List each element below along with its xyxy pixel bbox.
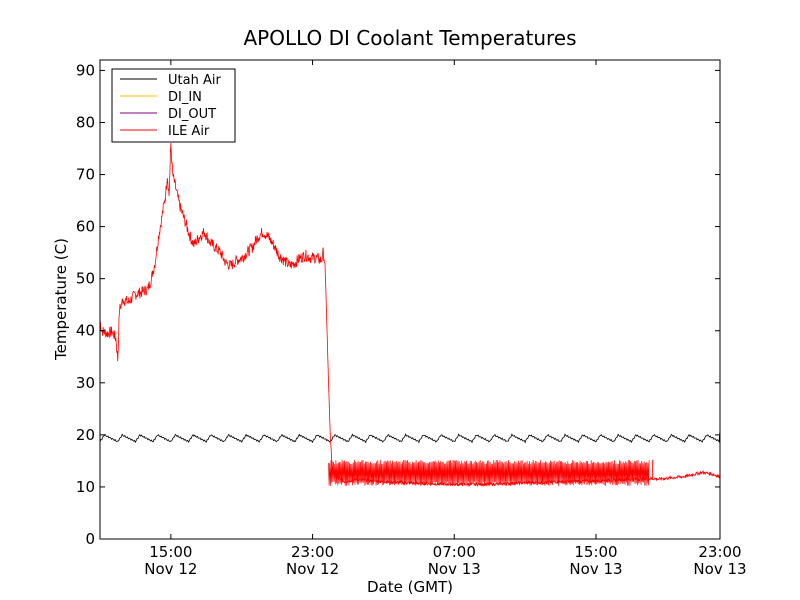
y-tick-label: 90 [76, 61, 95, 79]
legend: Utah Air DI_IN DI_OUT ILE Air [111, 68, 236, 143]
y-tick-label: 30 [76, 374, 95, 392]
legend-label-utah-air: Utah Air [168, 73, 221, 88]
x-tick-label-date: Nov 12 [286, 560, 339, 578]
x-tick-label-time: 07:00 [433, 543, 476, 561]
legend-label-ile-air: ILE Air [168, 124, 210, 139]
y-tick-label: 50 [76, 270, 95, 288]
x-axis-label: Date (GMT) [367, 578, 453, 596]
y-axis: 0 10 20 30 40 50 60 70 80 90 [76, 61, 720, 548]
x-tick-label-time: 23:00 [291, 543, 334, 561]
series-layer [99, 142, 721, 488]
x-tick-label-date: Nov 12 [144, 560, 197, 578]
legend-label-di-out: DI_OUT [168, 107, 216, 122]
plot-frame [99, 59, 721, 540]
x-tick-label-date: Nov 13 [569, 560, 622, 578]
y-tick-label: 20 [76, 426, 95, 444]
x-tick-label-time: 15:00 [149, 543, 192, 561]
series-oscillation-ile-air [328, 459, 650, 486]
x-tick-label-date: Nov 13 [693, 560, 746, 578]
chart-title: APOLLO DI Coolant Temperatures [243, 26, 576, 50]
x-tick-label-time: 23:00 [698, 543, 741, 561]
y-tick-label: 10 [76, 478, 95, 496]
y-tick-label: 80 [76, 113, 95, 131]
y-axis-label: Temperature (C) [52, 238, 70, 361]
y-tick-label: 60 [76, 218, 95, 236]
series-line-utah-air [99, 429, 721, 444]
y-tick-label: 70 [76, 166, 95, 184]
x-tick-label-time: 15:00 [574, 543, 617, 561]
x-tick-label-date: Nov 13 [428, 560, 481, 578]
legend-label-di-in: DI_IN [168, 90, 202, 105]
y-tick-label: 0 [85, 530, 95, 548]
y-tick-label: 40 [76, 322, 95, 340]
